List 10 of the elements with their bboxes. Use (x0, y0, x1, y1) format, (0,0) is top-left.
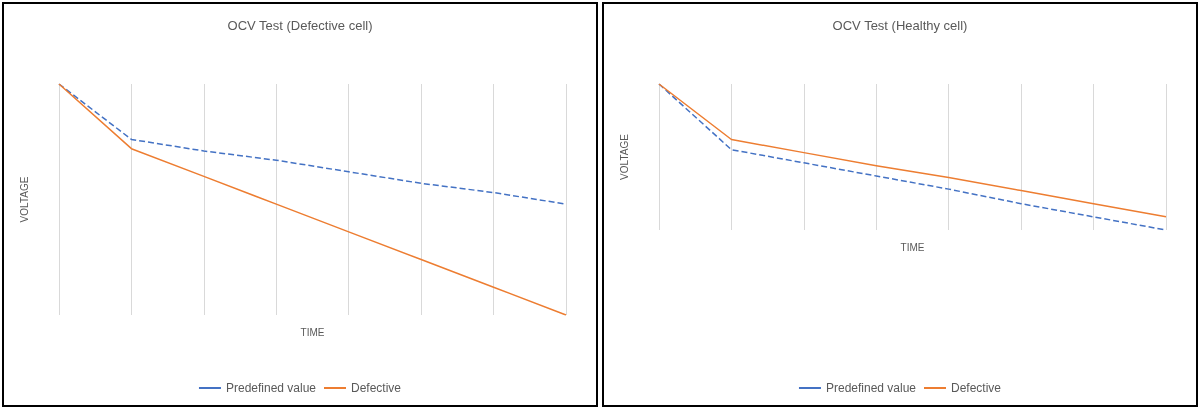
legend-label: Predefined value (225, 381, 317, 395)
y-axis-title: VOLTAGE (618, 133, 630, 180)
legend-label: Defective (951, 381, 1002, 395)
chart-title: OCV Test (Healthy cell) (832, 18, 968, 33)
legend-label: Predefined value (825, 381, 917, 395)
legend-label: Defective (351, 381, 402, 395)
x-axis-title: TIME (900, 241, 925, 253)
x-axis-title: TIME (300, 327, 325, 339)
chart-title: OCV Test (Defective cell) (227, 18, 373, 33)
y-axis-title: VOLTAGE (18, 176, 30, 223)
